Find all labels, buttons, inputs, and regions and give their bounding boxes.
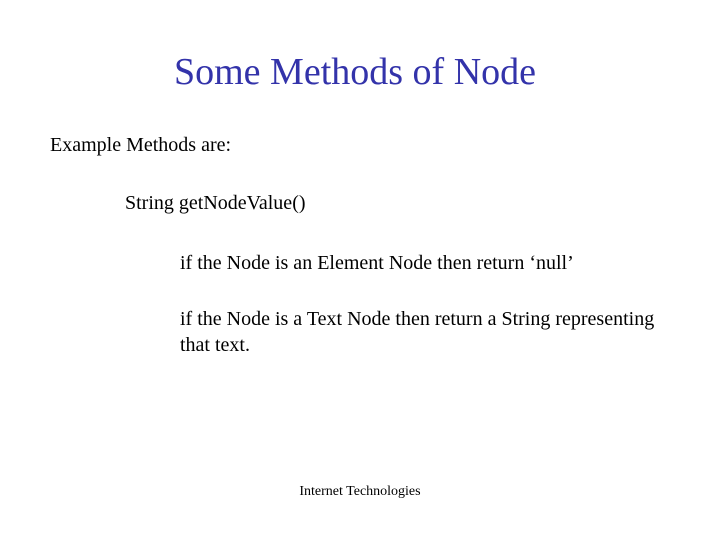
- subtitle-text: Example Methods are:: [50, 134, 660, 157]
- method-signature: String getNodeValue(): [125, 192, 660, 215]
- description-element-node: if the Node is an Element Node then retu…: [180, 250, 660, 276]
- footer-text: Internet Technologies: [0, 484, 720, 500]
- page-title: Some Methods of Node: [50, 50, 660, 94]
- slide-container: Some Methods of Node Example Methods are…: [0, 0, 720, 540]
- description-text-node: if the Node is a Text Node then return a…: [180, 306, 660, 358]
